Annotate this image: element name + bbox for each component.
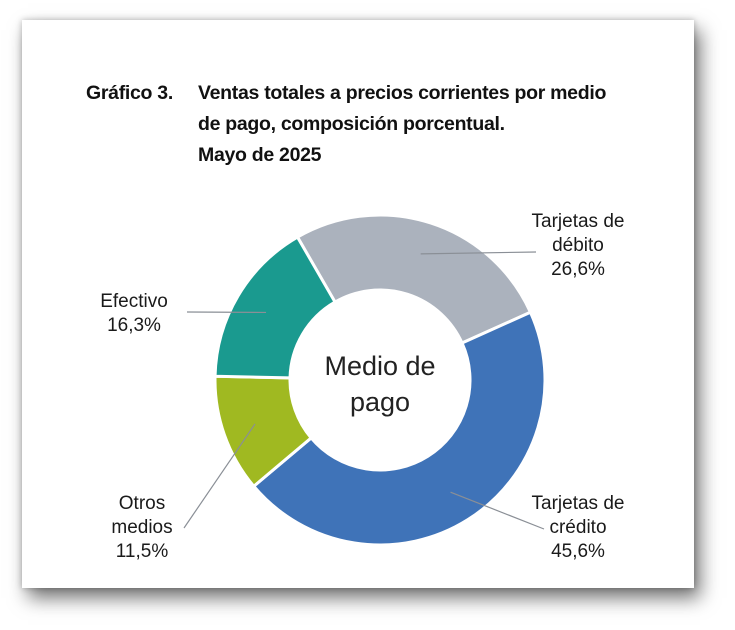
- leader-line-tarjetas-de-debito: [420, 251, 537, 255]
- title-line-1: Ventas totales a precios corrientes por …: [198, 82, 607, 104]
- title-line-2: de pago, composición porcentual.: [198, 113, 505, 135]
- slice-efectivo: [213, 235, 338, 380]
- slice-label-otros-medios: Otros medios 11,5%: [111, 493, 172, 562]
- figure-panel: Gráfico 3. Ventas totales a precios corr…: [22, 20, 694, 588]
- slice-label-efectivo: Efectivo 16,3%: [100, 291, 168, 336]
- slice-label-tarjetas-de-debito: Tarjetas de débito 26,6%: [532, 211, 625, 280]
- leader-line-tarjetas-de-credito: [450, 491, 545, 530]
- title-line-3: Mayo de 2025: [198, 144, 322, 166]
- donut-slices: [213, 213, 547, 547]
- center-label-text: Medio de pago: [324, 351, 435, 417]
- slice-label-tarjetas-de-credito: Tarjetas de crédito 45,6%: [532, 493, 625, 562]
- slice-tarjetas-de-credito: [251, 310, 547, 547]
- slice-labels: Tarjetas de débito 26,6% Tarjetas de crédito…: [100, 211, 624, 562]
- donut-chart: Tarjetas de débito 26,6% Tarjetas de crédito…: [100, 211, 624, 562]
- title-text: Ventas totales a precios corrientes por …: [198, 78, 658, 171]
- leader-line-otros-medios: [183, 423, 256, 529]
- center-label: Medio de pago: [324, 351, 435, 417]
- slice-tarjetas-de-debito: [295, 213, 533, 346]
- leader-lines: [183, 251, 545, 530]
- figure-number: Gráfico 3.: [86, 82, 173, 104]
